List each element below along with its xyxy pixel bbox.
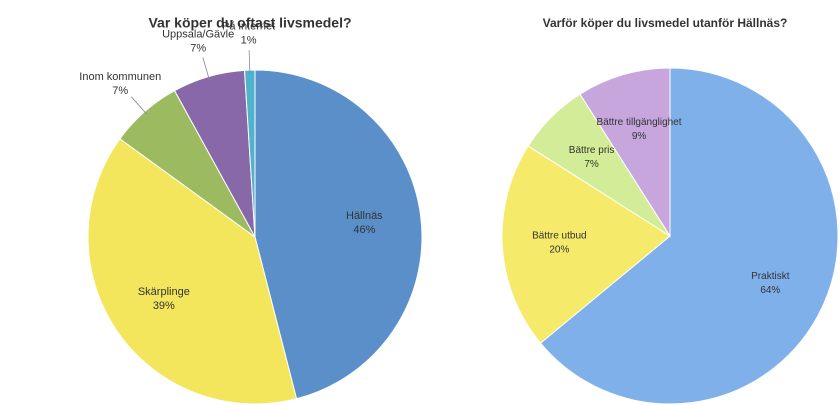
value-label: 46% bbox=[353, 224, 375, 236]
value-label: 20% bbox=[549, 245, 569, 256]
value-label: 9% bbox=[632, 131, 647, 142]
pie-slice bbox=[539, 67, 839, 405]
chart-title: Varför köper du livsmedel utanför Hällnä… bbox=[543, 16, 788, 30]
slice-label: Skärplinge bbox=[138, 286, 190, 298]
slice-label: Bättre utbud bbox=[532, 231, 586, 242]
pie-slice bbox=[87, 138, 298, 405]
pie-slice bbox=[579, 67, 671, 238]
pie-slice bbox=[501, 145, 671, 344]
value-label: 1% bbox=[241, 34, 257, 46]
leader-line bbox=[248, 50, 251, 74]
slice-label: På internet bbox=[222, 20, 275, 32]
leader-line bbox=[131, 96, 148, 115]
slice-label: Bättre pris bbox=[569, 145, 615, 156]
value-label: 7% bbox=[584, 159, 599, 170]
slice-label: Praktiskt bbox=[751, 271, 790, 282]
value-label: 64% bbox=[760, 285, 780, 296]
value-label: 39% bbox=[153, 300, 175, 312]
slice-label: Bättre tillgänglighet bbox=[597, 117, 682, 128]
pie-slice bbox=[254, 69, 423, 400]
slice-label: Hällnäs bbox=[346, 210, 383, 222]
value-label: 7% bbox=[112, 85, 128, 97]
slice-label: Inom kommunen bbox=[79, 71, 161, 83]
slice-label: Uppsala/Gävle bbox=[162, 28, 234, 40]
leader-line bbox=[202, 57, 210, 80]
chart-title: Var köper du oftast livsmedel? bbox=[148, 15, 351, 31]
value-label: 7% bbox=[190, 42, 206, 54]
